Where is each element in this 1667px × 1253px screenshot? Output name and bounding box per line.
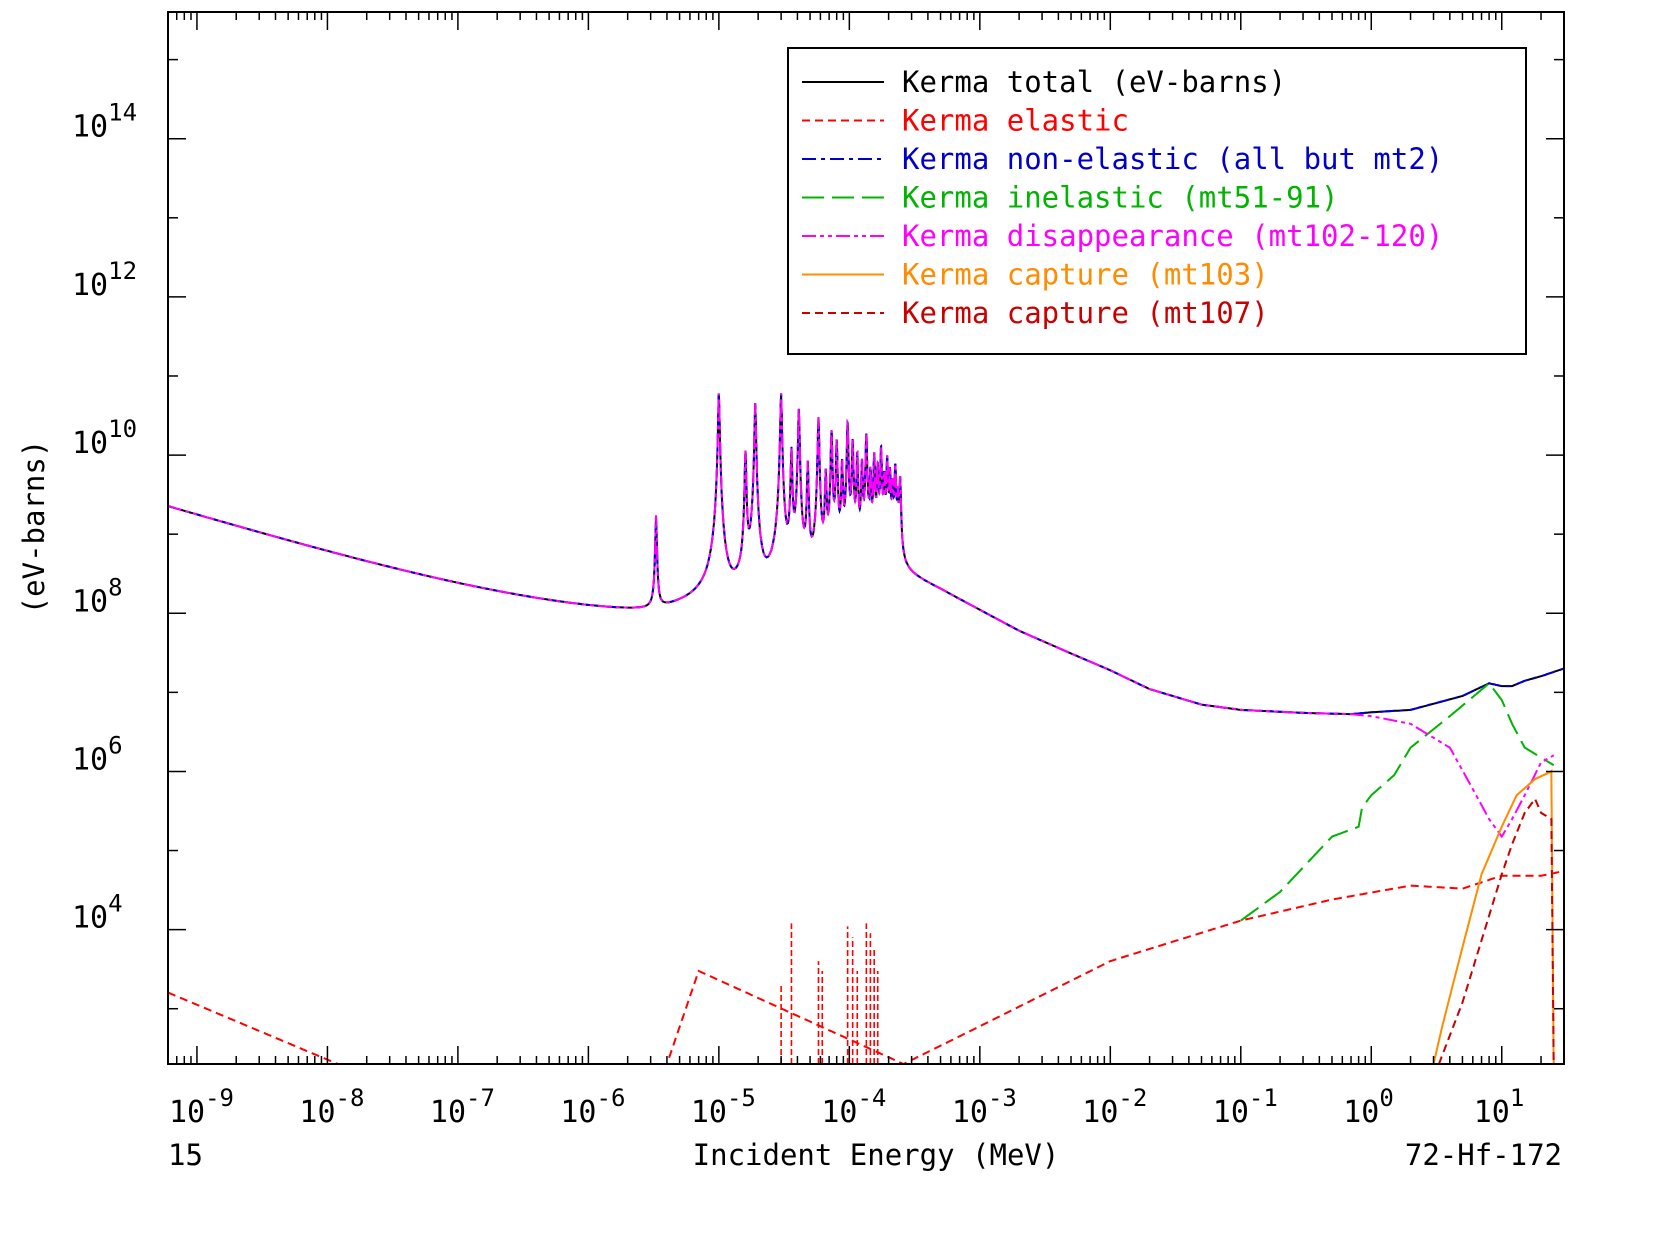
x-tick-label: 101 bbox=[1474, 1084, 1525, 1130]
legend-box bbox=[787, 47, 1527, 355]
legend-label: Kerma disappearance (mt102-120) bbox=[902, 219, 1443, 253]
series-line-7 bbox=[1437, 797, 1555, 1064]
legend-label: Kerma inelastic (mt51-91) bbox=[902, 181, 1339, 215]
y-tick-label: 108 bbox=[72, 573, 123, 619]
axis-ticks bbox=[167, 12, 1565, 1064]
series-line-4 bbox=[1240, 681, 1555, 922]
plot-curves bbox=[168, 393, 1564, 1064]
legend-entries: Kerma total (eV-barns) Kerma elastic Kerma… bbox=[802, 65, 1443, 330]
y-tick-label: 104 bbox=[72, 890, 123, 936]
plot-frame bbox=[167, 11, 1565, 1065]
legend-label: Kerma non-elastic (all but mt2) bbox=[902, 142, 1443, 176]
x-tick-labels: 10-9 10-8 10-7 10-6 10-5 10-4 10-3 10-2 10-1 100 1… bbox=[169, 1084, 1524, 1130]
y-tick-label: 106 bbox=[72, 731, 123, 777]
y-tick-label: 1012 bbox=[72, 257, 137, 303]
y-tick-label: 1014 bbox=[72, 99, 137, 145]
series-line-5 bbox=[168, 393, 1555, 839]
x-tick-label: 10-6 bbox=[560, 1084, 625, 1130]
corner-label-right: 72-Hf-172 bbox=[1405, 1138, 1562, 1172]
y-tick-labels: 104 106 108 1010 1012 1014 bbox=[72, 99, 137, 936]
x-tick-label: 10-2 bbox=[1082, 1084, 1147, 1130]
x-axis-label: Incident Energy (MeV) bbox=[693, 1138, 1060, 1172]
x-tick-label: 10-3 bbox=[952, 1084, 1017, 1130]
corner-label-left: 15 bbox=[168, 1138, 203, 1172]
x-tick-label: 10-7 bbox=[430, 1084, 495, 1130]
y-axis-label: (eV-barns) bbox=[17, 440, 51, 615]
x-tick-label: 100 bbox=[1343, 1084, 1394, 1130]
y-tick-label: 1010 bbox=[72, 415, 137, 461]
x-tick-label: 10-8 bbox=[299, 1084, 364, 1130]
legend-label: Kerma total (eV-barns) bbox=[902, 65, 1286, 99]
x-tick-label: 10-4 bbox=[821, 1084, 886, 1130]
x-tick-label: 10-5 bbox=[691, 1084, 756, 1130]
x-tick-label: 10-9 bbox=[169, 1084, 234, 1130]
legend-label: Kerma elastic bbox=[902, 104, 1129, 138]
legend-label: Kerma capture (mt107) bbox=[902, 296, 1269, 330]
legend: Kerma total (eV-barns) Kerma elastic Kerma… bbox=[787, 47, 1527, 355]
legend-label: Kerma capture (mt103) bbox=[902, 258, 1269, 292]
series-line-6 bbox=[1432, 768, 1555, 1064]
x-tick-label: 10-1 bbox=[1213, 1084, 1278, 1130]
